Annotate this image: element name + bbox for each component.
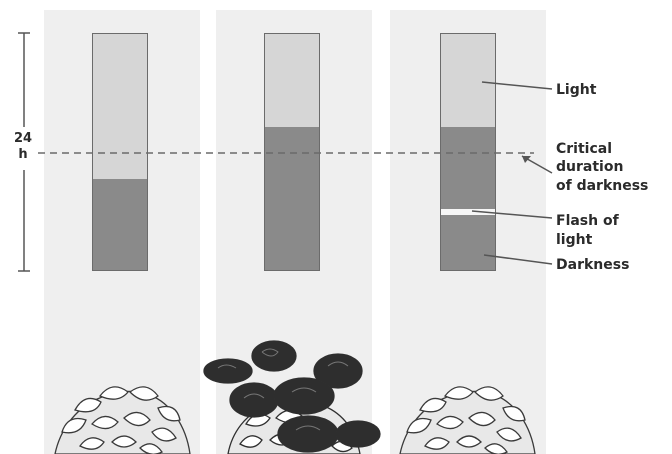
label-flash-2: light: [556, 232, 593, 248]
label-darkness: Darkness: [556, 257, 630, 273]
label-light: Light: [556, 82, 597, 98]
label-flash-1: Flash of: [556, 213, 619, 229]
darkness-segment: [93, 179, 147, 270]
scale-bracket: [18, 32, 30, 272]
plant-1-vegetative: [54, 386, 191, 454]
light-segment: [93, 34, 147, 181]
label-critical-3: of darkness: [556, 178, 649, 194]
critical-arrow-head: [522, 156, 531, 163]
plant-2-flowering: [203, 340, 381, 454]
darkness-segment: [265, 127, 319, 270]
label-critical-2: duration: [556, 159, 624, 175]
label-critical-1: Critical: [556, 141, 613, 157]
darkness-segment: [441, 127, 495, 270]
photoperiod-bar-3: [440, 33, 496, 271]
photoperiod-bar-2: [264, 33, 320, 271]
photoperiod-bar-1: [92, 33, 148, 271]
light-segment: [265, 34, 319, 129]
scale-hours-unit: h: [18, 147, 28, 162]
scale-hours-value: 24: [13, 131, 33, 146]
plant-3-vegetative: [399, 386, 536, 454]
light-segment: [441, 34, 495, 129]
leader-lines: [471, 81, 553, 265]
flash-of-light-band: [441, 209, 495, 215]
